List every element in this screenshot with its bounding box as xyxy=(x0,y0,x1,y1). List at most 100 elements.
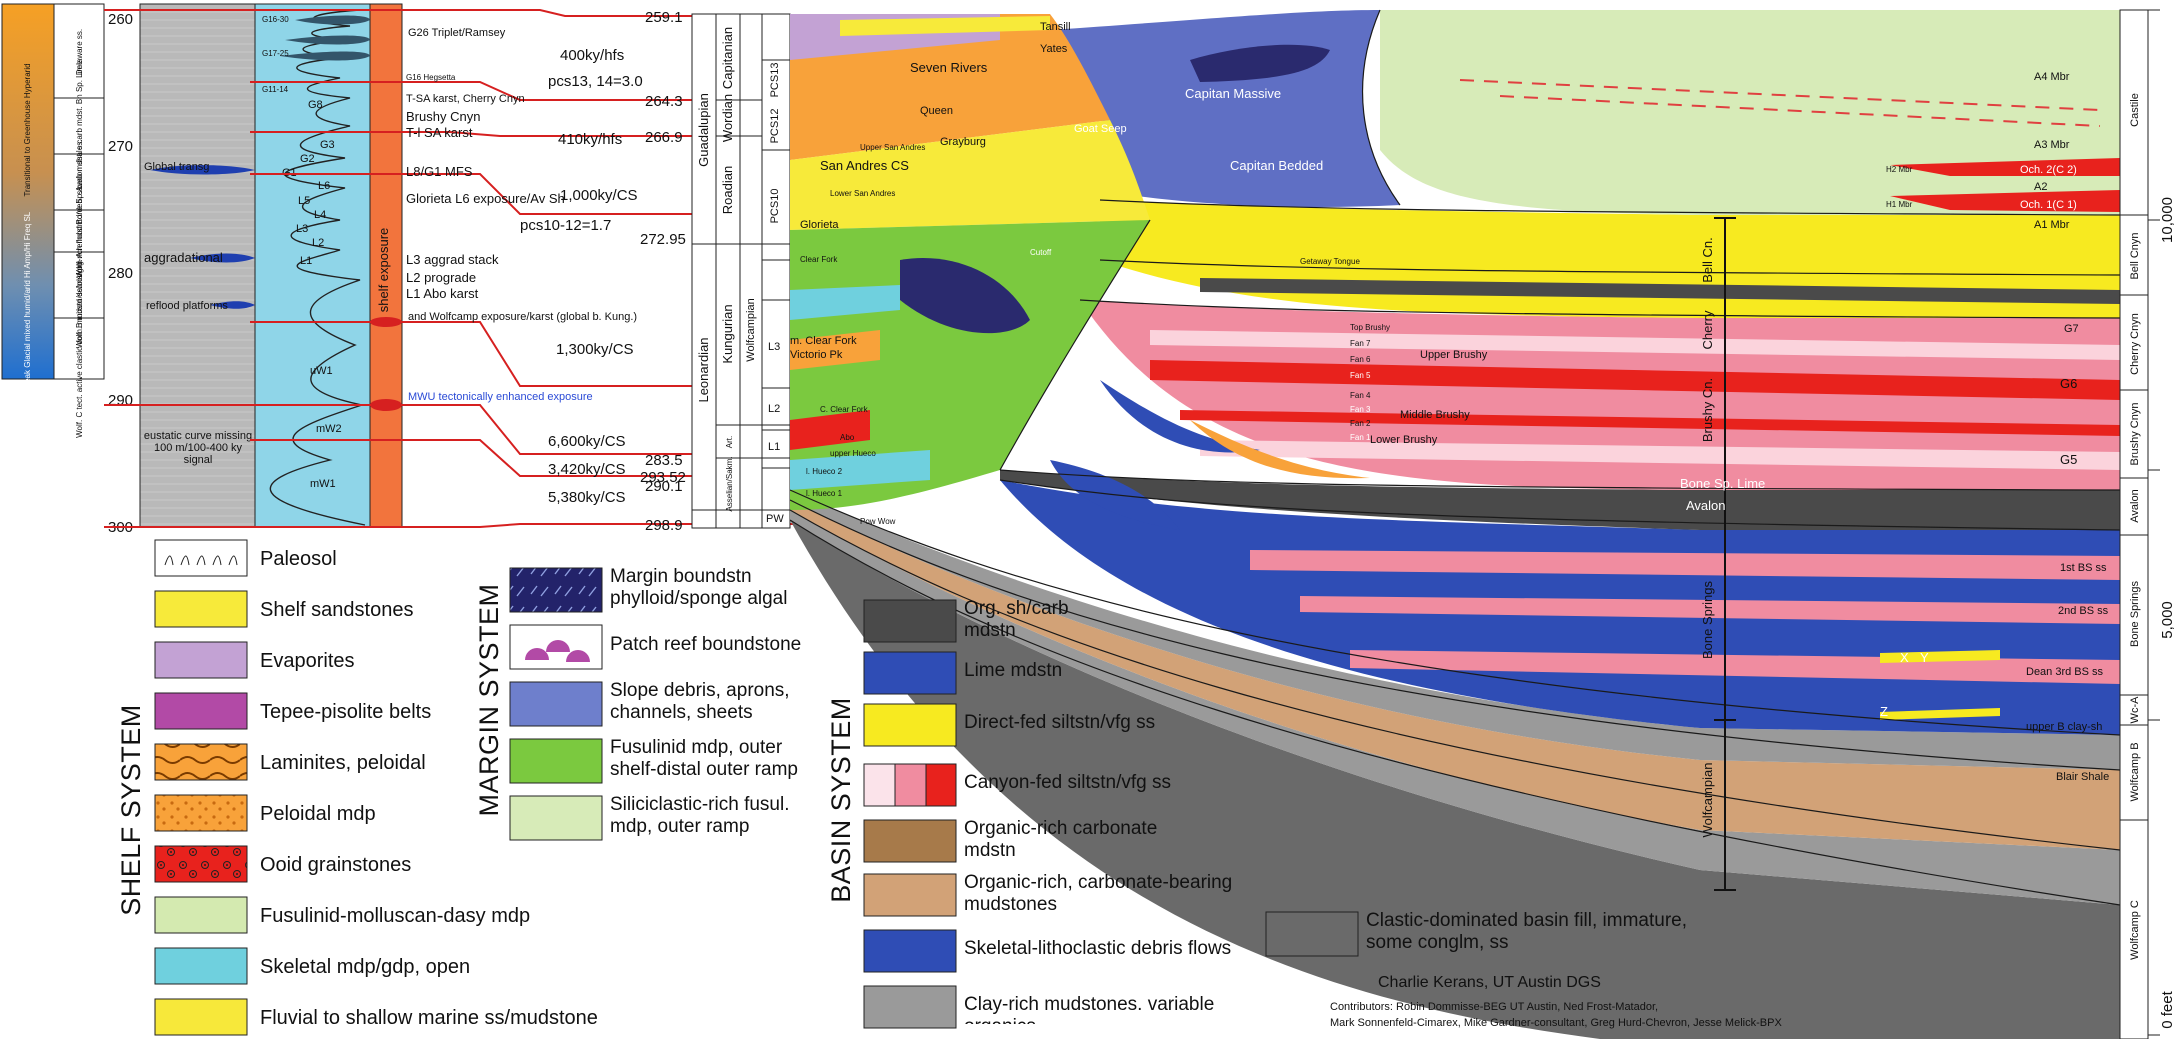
event-label: G16 Hegsetta xyxy=(406,73,456,82)
legend-label: Siliciclastic-rich fusul. mdp, outer ram… xyxy=(610,794,790,837)
xs-label: Fan 3 xyxy=(1350,405,1371,414)
depth-label: 5,000 xyxy=(2159,601,2176,639)
legend-label: Lime mdstn xyxy=(964,660,1063,681)
seq-label: G16-30 xyxy=(262,15,289,24)
seq-pcs13: PCS13 xyxy=(769,63,781,98)
swatch-ooid xyxy=(154,845,248,883)
xs-label: Wolfcampian xyxy=(1700,763,1715,838)
xs-label: Bone Springs xyxy=(1700,580,1715,659)
swatch-org-rich-mud xyxy=(863,873,957,917)
xs-label: Top Brushy xyxy=(1350,323,1390,332)
boundary-age: 290.1 xyxy=(645,478,683,495)
seq-label: G2 xyxy=(300,153,315,165)
xs-label: San Andres CS xyxy=(820,158,909,173)
note-eustatic-missing: eustatic curve missing 100 m/100-400 ky … xyxy=(143,430,253,466)
xs-label: A4 Mbr xyxy=(2034,71,2070,83)
climate-label-bottom: Peak Glacial mixed humid/arid Hi Amp/Hi … xyxy=(23,211,32,388)
seq-label: L3 xyxy=(296,223,308,235)
climate-label-top: Transitional to Greenhouse Hyperarid xyxy=(23,63,32,196)
xs-label: A3 Mbr xyxy=(2034,139,2070,151)
depth-label: 0 feet xyxy=(2159,990,2176,1028)
rate-label: pcs13, 14=3.0 xyxy=(548,73,643,90)
legend-label: Organic-rich, carbonate-bearing mudstone… xyxy=(964,872,1233,915)
eustatic-grey-field xyxy=(139,3,256,528)
xs-label: Fan 6 xyxy=(1350,355,1371,364)
age-tick: 260 xyxy=(108,11,133,28)
swatch-org-rich-carb xyxy=(863,819,957,863)
facies-wolfc: Wolf. C tect. active clastic dom. mudstn… xyxy=(75,260,84,438)
legend-label: Org. sh/carb mdstn xyxy=(964,598,1069,641)
facies-wolfb: Wolf. B mixed debris/org-rich mdstn xyxy=(75,222,84,349)
rate-label: 1,000ky/CS xyxy=(560,187,638,204)
cycle-rates: 400ky/hfs pcs13, 14=3.0 410ky/hfs 1,000k… xyxy=(520,47,643,506)
seq-label: G17-25 xyxy=(262,49,289,58)
credit-contributors: Mark Sonnenfeld-Cimarex, Mike Gardner-co… xyxy=(1330,1017,1782,1029)
swatch-peloidal xyxy=(154,794,248,832)
xs-label: Grayburg xyxy=(940,136,986,148)
legend-label: Patch reef boundstone xyxy=(610,634,802,655)
event-label: L3 aggrad stack xyxy=(406,252,499,267)
xs-label: Victorio Pk xyxy=(790,349,843,361)
note-reflood: reflood platforms xyxy=(146,300,228,312)
xs-label: Y xyxy=(1920,650,1929,665)
note-aggradational: aggradational xyxy=(144,250,223,265)
eustatic-lens xyxy=(285,35,370,45)
stage-kungurian: Kungurian xyxy=(720,304,735,363)
xs-label: A2 xyxy=(2034,181,2047,193)
shelf-exposure-label: shelf exposure xyxy=(376,228,391,313)
eustatic-lens xyxy=(295,15,370,25)
climate-column xyxy=(1,3,55,380)
legend-label: Direct-fed siltstn/vfg ss xyxy=(964,712,1156,733)
swatch-direct-fed xyxy=(863,703,957,747)
event-label: L1 Abo karst xyxy=(406,286,479,301)
stage-capitanian: Capitanian xyxy=(720,27,735,89)
shelf-system-title: SHELF SYSTEM xyxy=(116,704,146,916)
boundary-age: 266.9 xyxy=(645,129,683,146)
seq-label: L6 xyxy=(318,180,330,192)
xs-label: H1 Mbr xyxy=(1886,200,1913,209)
eustatic-lens xyxy=(280,51,370,61)
xs-label: Bone Sp. Lime xyxy=(1680,476,1765,491)
xs-label: Queen xyxy=(920,105,953,117)
legend-label: Fusulinid-molluscan-dasy mdp xyxy=(260,905,530,927)
xs-label: Getaway Tongue xyxy=(1300,257,1360,266)
unit-cherry: Cherry Cnyn xyxy=(2129,313,2141,375)
xs-label: Och. 1(C 1) xyxy=(2020,199,2077,211)
xs-label: Brushy Cn. xyxy=(1700,378,1715,442)
facies-bonesp: Bone Sp. carb mdst. ss. xyxy=(75,140,84,225)
event-label: Brushy Cnyn xyxy=(406,109,480,124)
xs-label: G5 xyxy=(2060,452,2077,467)
legend-label: Paleosol xyxy=(260,548,337,570)
xs-label: Abo xyxy=(840,433,855,442)
swatch-skeletal xyxy=(154,947,248,985)
xs-label: upper B clay-sh xyxy=(2026,721,2102,733)
xs-label: Glorieta xyxy=(800,219,839,231)
xs-label: Fan 2 xyxy=(1350,419,1371,428)
basin-system-title: BASIN SYSTEM xyxy=(826,697,856,903)
legend-label: Organic-rich carbonate mdstn xyxy=(964,818,1158,861)
stage-asselian: Asselian/Sakm. xyxy=(725,456,734,511)
boundary-age: 293.52 xyxy=(640,469,686,486)
rate-label: 6,600ky/CS xyxy=(548,433,626,450)
seq-label: L1 xyxy=(300,255,312,267)
swatch-evaporites xyxy=(154,641,248,679)
rate-label: 3,420ky/CS xyxy=(548,461,626,478)
age-axis: 260 270 280 290 300 xyxy=(108,11,133,536)
swatch-canyon-fed xyxy=(863,763,896,807)
stage-wolfcampian: Wolfcampian xyxy=(745,298,757,361)
legend-label: Laminites, peloidal xyxy=(260,752,426,774)
event-label: T-SA karst, Cherry Cnyn xyxy=(406,93,525,105)
unit-wca: Wc-A xyxy=(2129,696,2141,724)
xs-label: Pow Wow xyxy=(860,517,896,526)
xs-label: upper Hueco xyxy=(830,449,876,458)
legend-label: Shelf sandstones xyxy=(260,599,413,621)
unit-castile: Castile xyxy=(2129,93,2141,127)
legend-label: Margin boundstn phylloid/sponge algal xyxy=(610,566,788,609)
eustatic-blue-peak xyxy=(210,301,255,309)
age-tick: 290 xyxy=(108,392,133,409)
facies-avalon: Avalon shale carb mdst. Bn Sp. Lime xyxy=(75,60,84,192)
xs-label: Bell Cn. xyxy=(1700,237,1715,283)
unit-bonesprings: Bone Springs xyxy=(2129,580,2141,647)
seq-l3: L3 xyxy=(768,341,780,353)
